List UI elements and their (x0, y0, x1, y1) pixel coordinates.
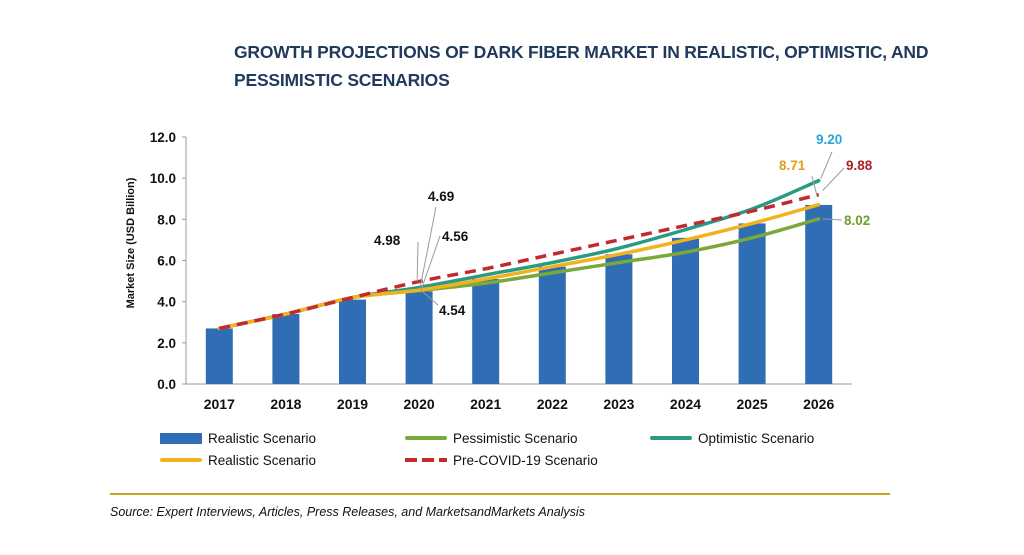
x-tick-label: 2024 (670, 396, 701, 412)
bar (538, 266, 566, 384)
bar (405, 291, 433, 384)
x-tick-label: 2021 (470, 396, 501, 412)
chart-title-line-1: GROWTH PROJECTIONS OF DARK FIBER MARKET … (234, 42, 929, 62)
bar (805, 204, 833, 384)
data-label: 8.02 (844, 213, 870, 228)
data-label: 4.98 (374, 233, 401, 248)
y-axis-label: Market Size (USD Billion) (125, 177, 137, 308)
realistic-series-line (217, 202, 821, 331)
y-tick-label: 2.0 (157, 336, 176, 351)
x-tick-label: 2019 (337, 396, 368, 412)
bar (339, 299, 366, 384)
y-tick-label: 4.0 (157, 295, 176, 310)
annotation-leader-line (822, 218, 843, 221)
y-tick-label: 8.0 (157, 212, 176, 227)
data-label: 9.88 (846, 158, 873, 173)
bar (472, 279, 500, 384)
annotation-leader-line (822, 167, 845, 191)
y-tick-label: 12.0 (150, 130, 176, 145)
annotation-leader-line (811, 175, 818, 195)
x-tick-label: 2025 (737, 396, 768, 412)
annotation-leader-line (416, 241, 419, 282)
bar (738, 223, 766, 384)
bar (272, 314, 300, 384)
x-tick-label: 2022 (537, 396, 568, 412)
annotation-leader-line (420, 290, 439, 306)
data-label: 4.69 (428, 189, 454, 204)
pre-covid-series-line (218, 192, 820, 331)
chart-title: GROWTH PROJECTIONS OF DARK FIBER MARKET … (234, 38, 934, 94)
data-label: 4.54 (439, 303, 466, 318)
annotation-leader-line (420, 235, 441, 291)
annotation-leader-line (419, 206, 437, 288)
chart-title-line-2: PESSIMISTIC SCENARIOS (234, 70, 450, 90)
y-tick-label: 0.0 (157, 377, 176, 392)
footer-divider (110, 493, 890, 495)
bar (672, 237, 699, 384)
source-note: Source: Expert Interviews, Articles, Pre… (110, 505, 585, 519)
data-label: 8.71 (779, 158, 806, 173)
bar (605, 254, 633, 384)
x-tick-label: 2018 (270, 396, 301, 412)
x-tick-label: 2026 (803, 396, 834, 412)
x-tick-label: 2017 (204, 396, 235, 412)
x-tick-label: 2023 (603, 396, 634, 412)
y-tick-label: 6.0 (157, 254, 176, 269)
data-label: 4.56 (442, 229, 469, 244)
bar (205, 328, 233, 384)
data-label: 9.20 (816, 132, 842, 147)
x-tick-label: 2020 (404, 396, 435, 412)
y-tick-label: 10.0 (150, 171, 176, 186)
annotation-leader-line (820, 151, 833, 179)
